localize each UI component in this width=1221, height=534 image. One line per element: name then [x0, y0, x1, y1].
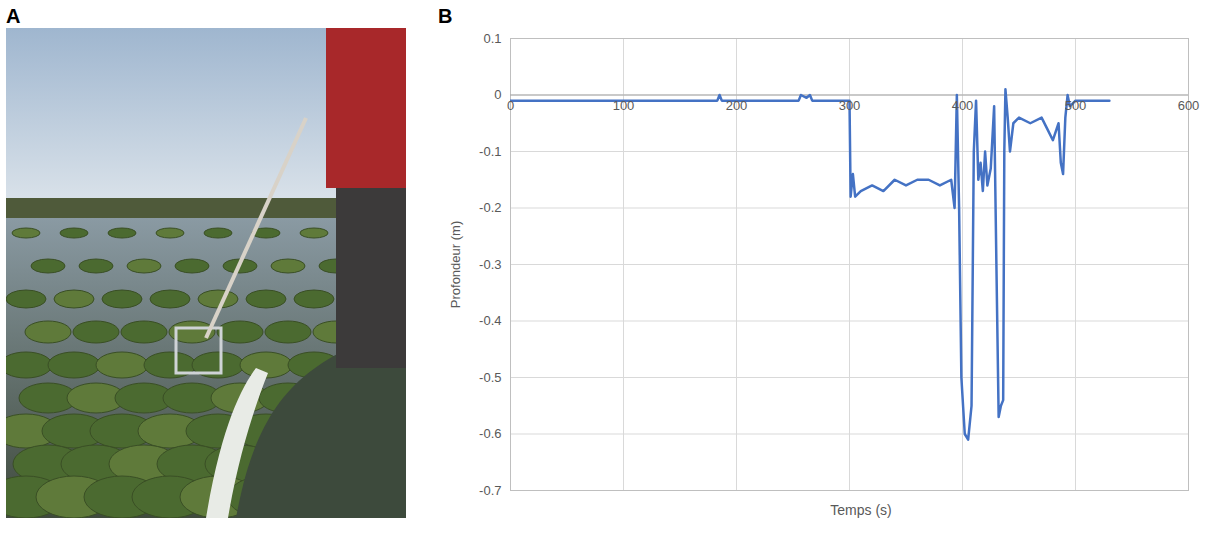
- svg-text:-0.1: -0.1: [479, 144, 501, 159]
- svg-text:300: 300: [839, 98, 861, 113]
- svg-text:0: 0: [507, 98, 514, 113]
- svg-text:400: 400: [952, 98, 974, 113]
- svg-text:-0.2: -0.2: [479, 200, 501, 215]
- svg-text:100: 100: [613, 98, 635, 113]
- svg-text:-0.6: -0.6: [479, 426, 501, 441]
- svg-text:0: 0: [494, 87, 501, 102]
- svg-text:Profondeur (m): Profondeur (m): [448, 221, 463, 308]
- html-text:A: A: [6, 5, 21, 27]
- svg-text:-0.3: -0.3: [479, 257, 501, 272]
- svg-text:-0.4: -0.4: [479, 313, 501, 328]
- svg-text:200: 200: [726, 98, 748, 113]
- svg-text:-0.5: -0.5: [479, 370, 501, 385]
- svg-text:-0.7: -0.7: [479, 483, 501, 498]
- svg-text:0.1: 0.1: [483, 31, 501, 46]
- svg-text:600: 600: [1178, 98, 1200, 113]
- svg-text:500: 500: [1065, 98, 1087, 113]
- html-text:Temps (s): Temps (s): [830, 502, 892, 518]
- html-text:B: B: [438, 5, 453, 27]
